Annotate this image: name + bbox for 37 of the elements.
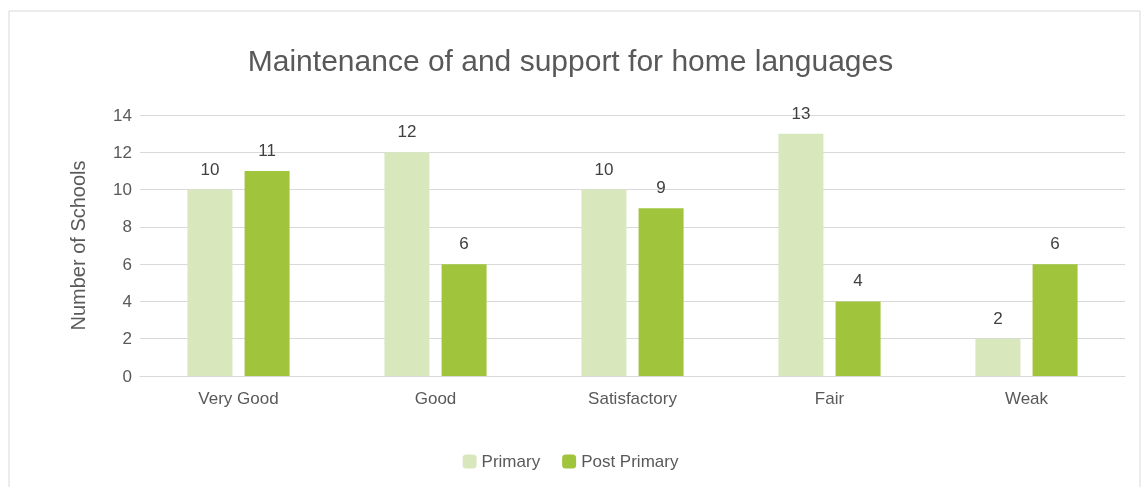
x-tick-label: Very Good (198, 389, 279, 408)
chart-title: Maintenance of and support for home languages (247, 43, 894, 77)
bar (441, 264, 487, 376)
x-tick-label: Weak (1004, 389, 1049, 408)
y-tick-label: 14 (113, 105, 132, 125)
data-label: 13 (791, 103, 811, 123)
bar (638, 208, 684, 376)
bar (778, 133, 824, 376)
data-label: 9 (656, 178, 666, 198)
x-tick-label: Good (414, 389, 457, 408)
bar (1032, 264, 1078, 376)
y-tick-label: 0 (122, 366, 132, 386)
bar (384, 152, 430, 376)
data-label: 11 (258, 140, 276, 160)
data-label: 6 (459, 234, 469, 254)
legend-label: Post Primary (581, 452, 679, 471)
bar (975, 338, 1021, 376)
data-label: 10 (594, 159, 614, 179)
data-label: 10 (200, 159, 220, 179)
y-tick-label: 8 (122, 217, 132, 237)
y-tick-label: 2 (122, 329, 132, 349)
bar (187, 189, 233, 376)
y-tick-label: 10 (113, 180, 132, 200)
y-tick-label: 12 (113, 142, 132, 162)
x-tick-label: Satisfactory (588, 389, 678, 408)
bar (244, 170, 290, 376)
data-label: 6 (1050, 234, 1060, 254)
y-tick-label: 6 (122, 254, 132, 274)
bar (835, 301, 881, 376)
y-tick-label: 4 (122, 291, 132, 311)
bar (581, 189, 627, 376)
data-label: 12 (397, 122, 417, 142)
legend-label: Primary (481, 452, 541, 471)
y-axis-title: Number of Schools (67, 160, 89, 331)
data-label: 2 (993, 308, 1003, 328)
x-tick-label: Fair (814, 389, 845, 408)
data-label: 4 (853, 271, 863, 291)
